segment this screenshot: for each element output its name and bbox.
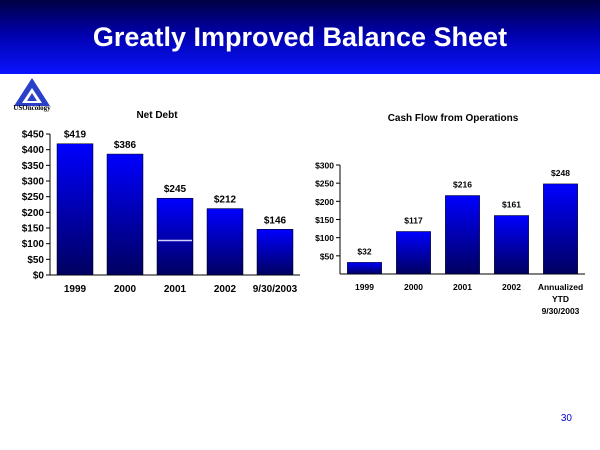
bar xyxy=(396,231,431,275)
company-logo-text: USOncology xyxy=(13,104,51,112)
y-tick-label: $300 xyxy=(315,161,334,171)
chart-title: Net Debt xyxy=(136,110,178,121)
page-number: 30 xyxy=(560,413,572,424)
bar xyxy=(206,208,244,276)
bar xyxy=(543,183,578,275)
x-tick-label: 2002 xyxy=(214,284,237,295)
y-tick-label: $250 xyxy=(22,192,45,203)
data-label: $212 xyxy=(214,195,237,206)
bar xyxy=(156,197,194,276)
y-tick-label: $200 xyxy=(22,208,45,219)
x-tick-label: 2001 xyxy=(453,282,472,292)
x-tick-label: 1999 xyxy=(355,282,374,292)
y-tick-label: $350 xyxy=(22,161,45,172)
y-tick-label: $50 xyxy=(27,255,44,266)
y-tick-label: $50 xyxy=(320,251,334,261)
x-tick-label: 2001 xyxy=(164,284,187,295)
data-label: $419 xyxy=(64,130,87,141)
y-tick-label: $150 xyxy=(315,215,334,225)
company-logo-icon xyxy=(14,78,50,106)
data-label: $32 xyxy=(357,246,371,256)
y-tick-label: $200 xyxy=(315,197,334,207)
bar xyxy=(494,215,529,275)
chart-title: Cash Flow from Operations xyxy=(388,113,519,124)
bar xyxy=(106,153,144,276)
y-tick-label: $250 xyxy=(315,179,334,189)
bar xyxy=(347,262,382,275)
data-label: $161 xyxy=(502,200,521,210)
x-tick-label: Annualized YTD 9/30/2003 xyxy=(538,282,583,316)
bar xyxy=(256,229,294,276)
data-label: $248 xyxy=(551,168,570,178)
y-tick-label: $100 xyxy=(315,233,334,243)
data-label: $117 xyxy=(404,215,423,225)
bar xyxy=(445,195,480,275)
data-label: $146 xyxy=(264,215,287,226)
y-tick-label: $450 xyxy=(22,130,45,141)
y-tick-label: $400 xyxy=(22,145,45,156)
x-tick-label: 1999 xyxy=(64,284,87,295)
x-tick-label: 9/30/2003 xyxy=(253,284,298,295)
data-label: $216 xyxy=(453,180,472,190)
net-debt-chart: Net Debt $0 $50 $100 $150 $200 $250 $300 $350 $40… xyxy=(22,110,300,295)
cash-flow-chart: Cash Flow from Operations $50 $100 $150 $200… xyxy=(315,113,585,316)
x-tick-label: 2000 xyxy=(114,284,137,295)
bar xyxy=(56,143,94,276)
y-tick-label: $100 xyxy=(22,239,45,250)
y-tick-label: $150 xyxy=(22,224,45,235)
x-tick-label: 2002 xyxy=(502,282,521,292)
y-tick-label: $0 xyxy=(33,271,45,282)
slide-title: Greatly Improved Balance Sheet xyxy=(92,22,508,52)
data-label: $386 xyxy=(114,140,137,151)
data-label: $245 xyxy=(164,184,187,195)
title-banner: Greatly Improved Balance Sheet xyxy=(0,0,600,74)
y-tick-label: $300 xyxy=(22,177,45,188)
x-tick-label: 2000 xyxy=(404,282,423,292)
